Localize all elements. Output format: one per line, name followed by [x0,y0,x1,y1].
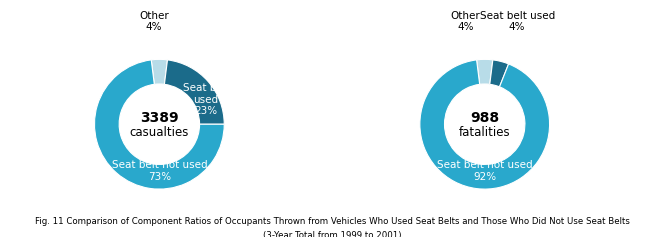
Text: casualties: casualties [129,126,189,139]
Text: Seat belt not used
73%: Seat belt not used 73% [112,160,207,182]
Text: Other
4%: Other 4% [450,10,480,32]
Text: Seat belt not used
92%: Seat belt not used 92% [437,160,533,182]
Text: (3-Year Total from 1999 to 2001): (3-Year Total from 1999 to 2001) [263,231,401,237]
Text: fatalities: fatalities [459,126,511,139]
Text: 3389: 3389 [140,111,179,125]
Text: 988: 988 [470,111,499,125]
Text: Seat belt used
4%: Seat belt used 4% [479,10,555,32]
Wedge shape [477,59,493,84]
Wedge shape [94,60,224,189]
Text: Fig. 11 Comparison of Component Ratios of Occupants Thrown from Vehicles Who Use: Fig. 11 Comparison of Component Ratios o… [35,217,629,226]
Wedge shape [151,59,167,84]
Wedge shape [165,60,224,124]
Text: Other
4%: Other 4% [139,10,169,32]
Text: Seat belt
used
23%: Seat belt used 23% [183,83,230,116]
Wedge shape [490,60,509,87]
Wedge shape [420,60,550,189]
